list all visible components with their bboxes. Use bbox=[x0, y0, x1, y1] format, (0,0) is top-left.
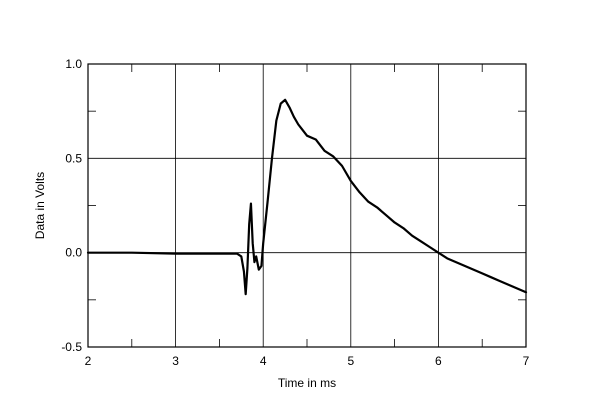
y-tick-labels: -0.5 0.0 0.5 1.0 bbox=[61, 57, 82, 354]
x-tick-label: 3 bbox=[172, 354, 179, 368]
x-tick-label: 7 bbox=[523, 354, 530, 368]
x-tick-label: 6 bbox=[435, 354, 442, 368]
grid bbox=[88, 64, 526, 347]
y-tick-label: -0.5 bbox=[61, 340, 82, 354]
y-tick-label: 0.0 bbox=[65, 246, 82, 260]
y-tick-label: 0.5 bbox=[65, 151, 82, 165]
x-tick-label: 2 bbox=[85, 354, 92, 368]
y-tick-label: 1.0 bbox=[65, 57, 82, 71]
x-tick-label: 5 bbox=[347, 354, 354, 368]
y-axis-label: Data in Volts bbox=[33, 172, 47, 239]
tick-marks bbox=[88, 64, 526, 347]
plot-frame bbox=[87, 63, 527, 348]
x-axis-label: Time in ms bbox=[278, 376, 336, 390]
series-layer bbox=[86, 98, 528, 296]
x-tick-label: 4 bbox=[260, 354, 267, 368]
series-line bbox=[86, 98, 528, 296]
x-tick-labels: 2 3 4 5 6 7 bbox=[85, 354, 530, 368]
